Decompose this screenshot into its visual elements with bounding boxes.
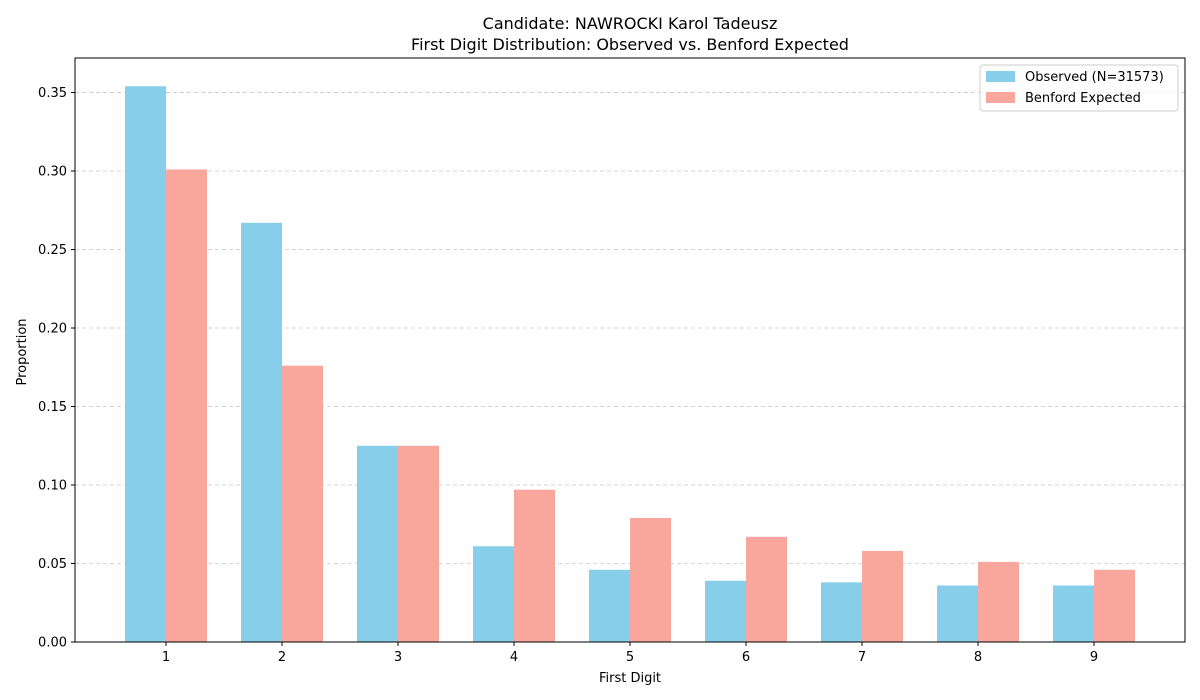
bar-benford xyxy=(1094,569,1135,642)
bar-observed xyxy=(125,86,166,643)
x-tick-label: 2 xyxy=(278,650,286,665)
x-tick-label: 5 xyxy=(626,650,634,665)
y-tick-label: 0.25 xyxy=(38,243,67,258)
bar-benford xyxy=(862,550,903,642)
x-axis: 1 2 3 4 5 6 7 8 9 xyxy=(162,642,1098,665)
legend-label-observed: Observed (N=31573) xyxy=(1025,70,1164,85)
x-tick-label: 8 xyxy=(974,650,982,665)
bar-observed xyxy=(821,582,862,642)
bar-observed xyxy=(937,585,978,642)
y-tick-label: 0.20 xyxy=(38,322,67,337)
bar-benford xyxy=(630,517,671,642)
y-tick-label: 0.00 xyxy=(38,636,67,651)
legend-frame xyxy=(979,64,1179,112)
x-tick-label: 4 xyxy=(510,650,518,665)
bar-observed xyxy=(473,546,514,642)
y-axis-title: Proportion xyxy=(15,318,30,385)
y-tick-label: 0.05 xyxy=(38,557,67,572)
bar-observed xyxy=(1053,585,1094,642)
x-tick-label: 1 xyxy=(162,650,170,665)
bar-benford xyxy=(282,365,323,642)
legend-swatch-observed xyxy=(986,71,1015,82)
bar-observed xyxy=(241,222,282,642)
bar-benford xyxy=(398,445,439,642)
y-axis: 0.00 0.05 0.10 0.15 0.20 0.25 0.30 0.35 xyxy=(38,86,75,651)
y-tick-label: 0.10 xyxy=(38,479,67,494)
legend-swatch-benford xyxy=(986,92,1015,103)
y-tick-label: 0.35 xyxy=(38,86,67,101)
x-axis-title: First Digit xyxy=(599,671,661,686)
bar-observed xyxy=(357,445,398,642)
x-tick-label: 6 xyxy=(742,650,750,665)
x-tick-label: 3 xyxy=(394,650,402,665)
bars-layer xyxy=(125,86,1135,643)
legend: Observed (N=31573) Benford Expected xyxy=(979,64,1179,112)
bar-benford xyxy=(166,169,207,642)
chart-title: Candidate: NAWROCKI Karol Tadeusz xyxy=(483,14,778,33)
bar-benford xyxy=(978,561,1019,642)
y-tick-label: 0.15 xyxy=(38,400,67,415)
x-tick-label: 9 xyxy=(1090,650,1098,665)
legend-label-benford: Benford Expected xyxy=(1025,91,1141,106)
bar-benford xyxy=(746,536,787,642)
y-tick-label: 0.30 xyxy=(38,165,67,180)
bar-benford xyxy=(514,489,555,642)
bar-observed xyxy=(705,580,746,642)
x-tick-label: 7 xyxy=(858,650,866,665)
bar-observed xyxy=(589,569,630,642)
chart-subtitle: First Digit Distribution: Observed vs. B… xyxy=(411,35,849,54)
